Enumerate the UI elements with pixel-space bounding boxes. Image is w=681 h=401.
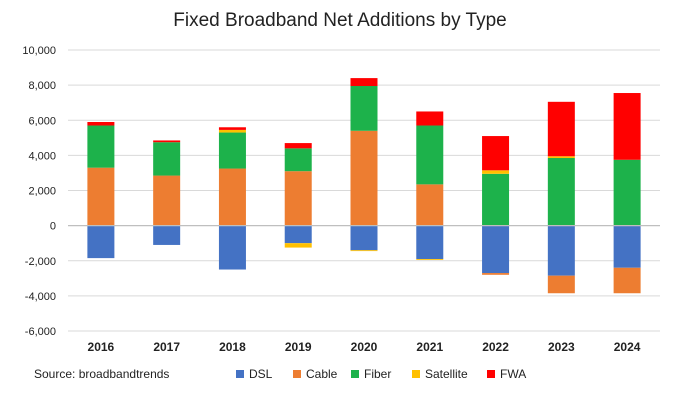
y-tick-label: 10,000 (22, 45, 56, 57)
bar-dsl-2020 (350, 225, 378, 251)
bar-satellite-2023 (547, 156, 575, 159)
bar-satellite-2019 (284, 243, 312, 248)
bar-satellite-2022 (482, 170, 510, 174)
bar-cable-2016 (87, 167, 115, 226)
y-tick-label: 6,000 (28, 115, 56, 127)
bar-fiber-2023 (547, 158, 575, 226)
bar-cable-2020 (350, 130, 378, 226)
y-tick-label: 2,000 (28, 186, 56, 198)
bar-dsl-2022 (482, 225, 510, 274)
bar-fiber-2020 (350, 86, 378, 131)
bar-cable-2024 (613, 267, 641, 294)
chart-title: Fixed Broadband Net Additions by Type (173, 10, 506, 31)
x-tick-label: 2024 (614, 340, 641, 354)
bar-fiber-2018 (218, 132, 246, 169)
x-tick-label: 2018 (219, 340, 246, 354)
bar-dsl-2023 (547, 225, 575, 276)
y-tick-label: -6,000 (25, 326, 56, 338)
x-tick-label: 2021 (416, 340, 443, 354)
bar-fiber-2021 (416, 125, 444, 185)
bar-dsl-2017 (153, 225, 181, 245)
bar-dsl-2024 (613, 225, 641, 268)
legend-item-fiber: Fiber (351, 367, 391, 381)
legend-label: Satellite (425, 367, 468, 381)
legend-label: DSL (249, 367, 273, 381)
y-tick-label: 0 (50, 221, 56, 233)
legend-swatch (412, 370, 420, 378)
legend-item-cable: Cable (293, 367, 338, 381)
bar-dsl-2019 (284, 225, 312, 244)
x-axis-ticks: 2016 2017 2018 2019 2020 2021 2022 2023 2024 (88, 340, 641, 354)
bar-cable-2023 (547, 275, 575, 294)
bar-fiber-2024 (613, 159, 641, 226)
bar-fwa-2022 (482, 136, 510, 171)
bar-fiber-2017 (153, 142, 181, 176)
bar-fwa-2019 (284, 143, 312, 149)
bar-fiber-2019 (284, 148, 312, 172)
source-note: Source: broadbandtrends (34, 367, 169, 381)
legend-label: FWA (500, 367, 526, 381)
bar-fwa-2017 (153, 140, 181, 143)
bar-satellite-2018 (218, 129, 246, 133)
legend-item-dsl: DSL (236, 367, 273, 381)
bar-cable-2018 (218, 168, 246, 226)
bar-dsl-2021 (416, 225, 444, 259)
legend-item-satellite: Satellite (412, 367, 468, 381)
legend-label: Fiber (364, 367, 391, 381)
legend-item-fwa: FWA (487, 367, 526, 381)
bar-cable-2019 (284, 171, 312, 226)
y-axis-ticks: -6,000 -4,000 -2,000 0 2,000 4,000 6,000 8,000 1… (22, 45, 56, 338)
bar-cable-2022 (482, 273, 510, 275)
x-tick-label: 2016 (88, 340, 115, 354)
legend-swatch (236, 370, 244, 378)
legend-swatch (351, 370, 359, 378)
bar-fwa-2020 (350, 78, 378, 87)
bar-fwa-2023 (547, 101, 575, 157)
bar-cable-2021 (416, 184, 444, 226)
x-tick-label: 2019 (285, 340, 312, 354)
bars (87, 78, 641, 294)
legend-label: Cable (306, 367, 338, 381)
bar-fwa-2018 (218, 127, 246, 130)
x-tick-label: 2017 (153, 340, 180, 354)
legend: DSL Cable Fiber Satellite FWA (236, 367, 526, 381)
x-tick-label: 2022 (482, 340, 509, 354)
bar-dsl-2018 (218, 225, 246, 270)
y-tick-label: -2,000 (25, 256, 56, 268)
bar-fiber-2016 (87, 125, 115, 168)
y-tick-label: 4,000 (28, 150, 56, 162)
y-tick-label: 8,000 (28, 80, 56, 92)
legend-swatch (293, 370, 301, 378)
legend-swatch (487, 370, 495, 378)
bar-dsl-2016 (87, 225, 115, 259)
x-tick-label: 2023 (548, 340, 575, 354)
bar-fwa-2021 (416, 111, 444, 126)
x-tick-label: 2020 (351, 340, 378, 354)
bar-fiber-2022 (482, 173, 510, 226)
bar-fwa-2016 (87, 122, 115, 126)
bar-satellite-2021 (416, 258, 444, 260)
y-tick-label: -4,000 (25, 291, 56, 303)
bar-satellite-2020 (350, 250, 378, 252)
bar-fwa-2024 (613, 93, 641, 160)
bar-cable-2017 (153, 175, 181, 226)
